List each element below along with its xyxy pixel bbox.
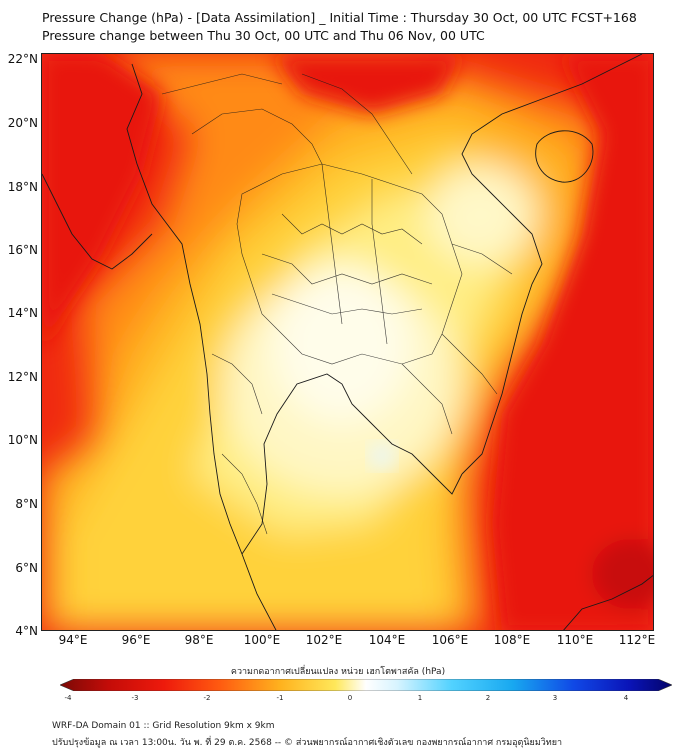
map-canvas xyxy=(42,54,653,630)
lat-label: 10°N xyxy=(7,433,38,447)
pressure-change-map xyxy=(41,53,654,631)
colorbar-tick-label: -1 xyxy=(276,694,284,702)
colorbar-tick-label: 2 xyxy=(485,694,491,702)
lon-label: 112°E xyxy=(618,633,656,647)
lon-label: 110°E xyxy=(556,633,594,647)
colorbar-tick-label: 1 xyxy=(417,694,423,702)
strong-negative-zones xyxy=(42,54,653,630)
coastlines xyxy=(42,54,653,630)
positive-spot xyxy=(370,444,394,468)
lat-label: 4°N xyxy=(15,624,38,638)
footer-model-info: WRF-DA Domain 01 :: Grid Resolution 9km … xyxy=(52,721,275,731)
lon-label: 98°E xyxy=(184,633,214,647)
lon-label: 104°E xyxy=(368,633,406,647)
colorbar-tick-label: 3 xyxy=(552,694,558,702)
colorbar-tick-label: -2 xyxy=(203,694,211,702)
lat-label: 22°N xyxy=(7,52,38,66)
lon-label: 100°E xyxy=(243,633,281,647)
colorbar-tick-label: -3 xyxy=(131,694,139,702)
colorbar-gradient xyxy=(60,679,672,691)
map-subtitle: Pressure change between Thu 30 Oct, 00 U… xyxy=(42,28,485,43)
lon-label: 106°E xyxy=(431,633,469,647)
colorbar-tick-label: 4 xyxy=(623,694,629,702)
lat-label: 16°N xyxy=(7,243,38,257)
lat-label: 14°N xyxy=(7,306,38,320)
colorbar-title: ความกดอากาศเปลี่ยนแปลง หน่วย เฮกโตพาสคัล… xyxy=(230,667,446,677)
map-title: Pressure Change (hPa) - [Data Assimilati… xyxy=(42,10,637,25)
lon-label: 108°E xyxy=(493,633,531,647)
lat-label: 18°N xyxy=(7,180,38,194)
lat-label: 8°N xyxy=(15,497,38,511)
lat-label: 6°N xyxy=(15,561,38,575)
colorbar-tick-label: -4 xyxy=(64,694,72,702)
colorbar-tick-label: 0 xyxy=(347,694,353,702)
lon-label: 94°E xyxy=(58,633,88,647)
colorbar xyxy=(60,679,672,691)
lon-label: 96°E xyxy=(121,633,151,647)
footer-credit: ปรับปรุงข้อมูล ณ เวลา 13:00น. วัน พ. ที่… xyxy=(52,738,563,748)
province-borders xyxy=(161,73,513,535)
lon-label: 102°E xyxy=(305,633,343,647)
lat-label: 12°N xyxy=(7,370,38,384)
lat-label: 20°N xyxy=(7,116,38,130)
